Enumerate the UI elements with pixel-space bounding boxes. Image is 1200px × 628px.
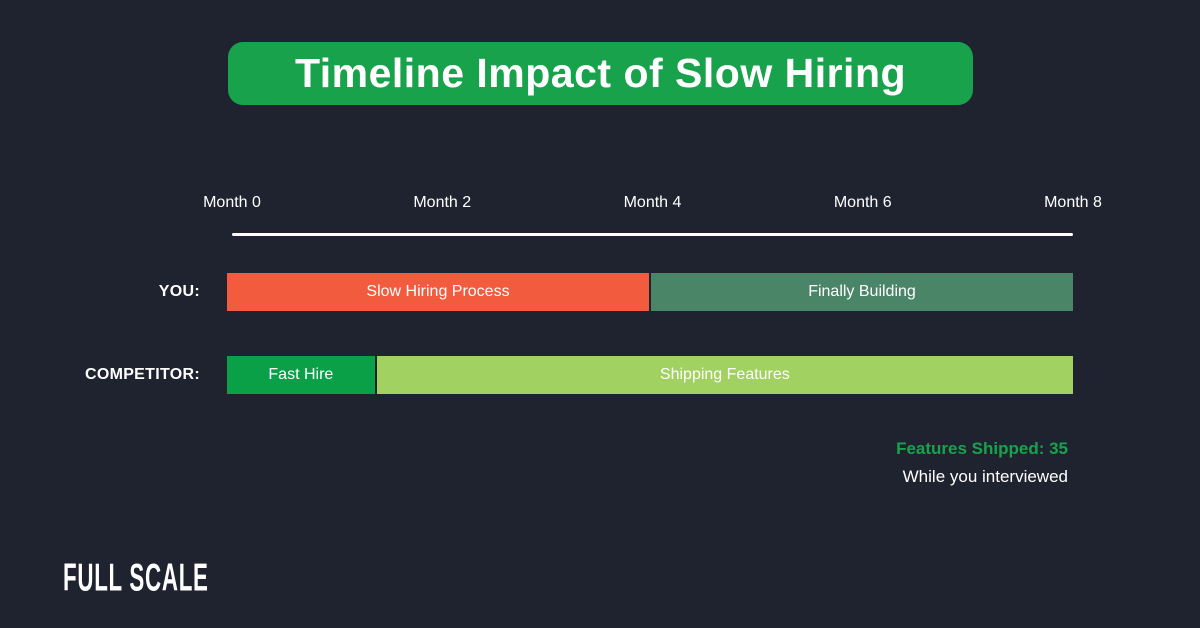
title-banner: Timeline Impact of Slow Hiring xyxy=(228,42,973,105)
axis-tick-label: Month 8 xyxy=(1044,194,1102,211)
annotation-while-interviewed: While you interviewed xyxy=(902,467,1068,486)
row-label-competitor: COMPETITOR: xyxy=(84,366,200,383)
timeline-row-competitor: COMPETITOR: Fast Hire Shipping Features xyxy=(0,356,1200,394)
timeline-segment-finally-building: Finally Building xyxy=(651,273,1073,311)
timeline-segment-shipping-features: Shipping Features xyxy=(376,356,1073,394)
axis-tick-label: Month 4 xyxy=(623,194,682,211)
timeline-segment-slow-hiring-process: Slow Hiring Process xyxy=(227,273,649,311)
timeline-segment-fast-hire: Fast Hire xyxy=(227,356,375,394)
axis-tick-label: Month 6 xyxy=(833,194,892,211)
timeline-row-you: YOU: Slow Hiring Process Finally Building xyxy=(0,273,1200,311)
annotation-block: Features Shipped: 35 While you interview… xyxy=(896,438,1068,488)
row-label-you: YOU: xyxy=(158,283,200,300)
timeline-bar-you: Slow Hiring Process Finally Building xyxy=(227,273,1073,311)
axis-ticks: Month 0 Month 2 Month 4 Month 6 Month 8 xyxy=(203,194,1102,216)
annotation-features-shipped: Features Shipped: 35 xyxy=(896,439,1068,458)
axis-tick-label: Month 2 xyxy=(413,194,472,211)
timeline-bar-competitor: Fast Hire Shipping Features xyxy=(227,356,1073,394)
axis-line xyxy=(232,233,1073,236)
axis-tick-label: Month 0 xyxy=(203,194,261,211)
full-scale-logo: FULL SCALE xyxy=(63,556,209,600)
page-title: Timeline Impact of Slow Hiring xyxy=(294,50,907,96)
